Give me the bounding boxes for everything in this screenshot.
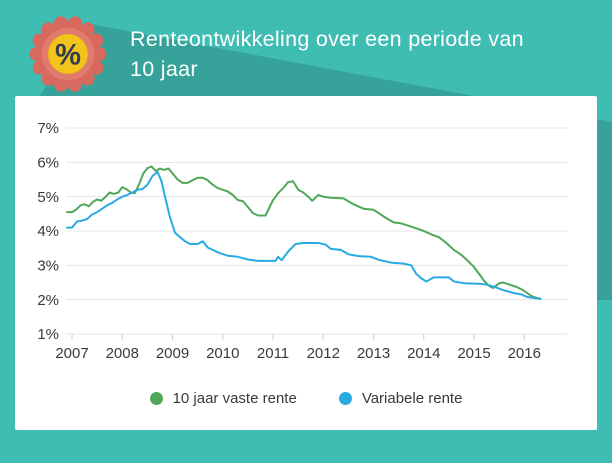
svg-text:2008: 2008 (106, 345, 139, 362)
svg-text:2016: 2016 (508, 345, 541, 362)
chart-legend: 10 jaar vaste rente Variabele rente (15, 390, 597, 407)
svg-text:3%: 3% (37, 258, 59, 275)
svg-text:2009: 2009 (156, 345, 189, 362)
svg-text:2010: 2010 (206, 345, 239, 362)
legend-item-variabele-rente: Variabele rente (338, 390, 463, 407)
svg-text:2012: 2012 (307, 345, 340, 362)
svg-text:4%: 4% (37, 223, 59, 240)
svg-text:6%: 6% (37, 155, 59, 172)
svg-text:2013: 2013 (357, 345, 390, 362)
svg-text:2%: 2% (37, 292, 59, 309)
svg-text:2014: 2014 (407, 345, 440, 362)
green-dot-icon (149, 392, 163, 405)
svg-text:%: % (55, 39, 81, 71)
svg-text:2011: 2011 (257, 345, 289, 362)
legend-label-vaste-rente: 10 jaar vaste rente (172, 390, 297, 407)
svg-text:1%: 1% (37, 326, 59, 343)
rate-chart: 7% 6% 5% 4% 3% 2% 1% 2007 2008 2009 2010 2011 2012 20… (37, 120, 567, 362)
svg-text:5%: 5% (37, 189, 59, 206)
chart-card: 7% 6% 5% 4% 3% 2% 1% 2007 2008 2009 2010 2011 2012 20… (15, 96, 597, 430)
page-title: Renteontwikkeling over een periode van 1… (130, 24, 595, 84)
svg-text:2015: 2015 (457, 345, 490, 362)
page-title-line2: 10 jaar (130, 57, 198, 81)
legend-label-variabele-rente: Variabele rente (361, 390, 463, 407)
svg-text:7%: 7% (37, 120, 59, 137)
page-title-line1: Renteontwikkeling over een periode van (130, 27, 524, 51)
legend-item-vaste-rente: 10 jaar vaste rente (149, 390, 297, 407)
percent-badge-icon: % (29, 16, 107, 92)
blue-dot-icon (338, 392, 352, 405)
svg-text:2007: 2007 (55, 345, 88, 362)
